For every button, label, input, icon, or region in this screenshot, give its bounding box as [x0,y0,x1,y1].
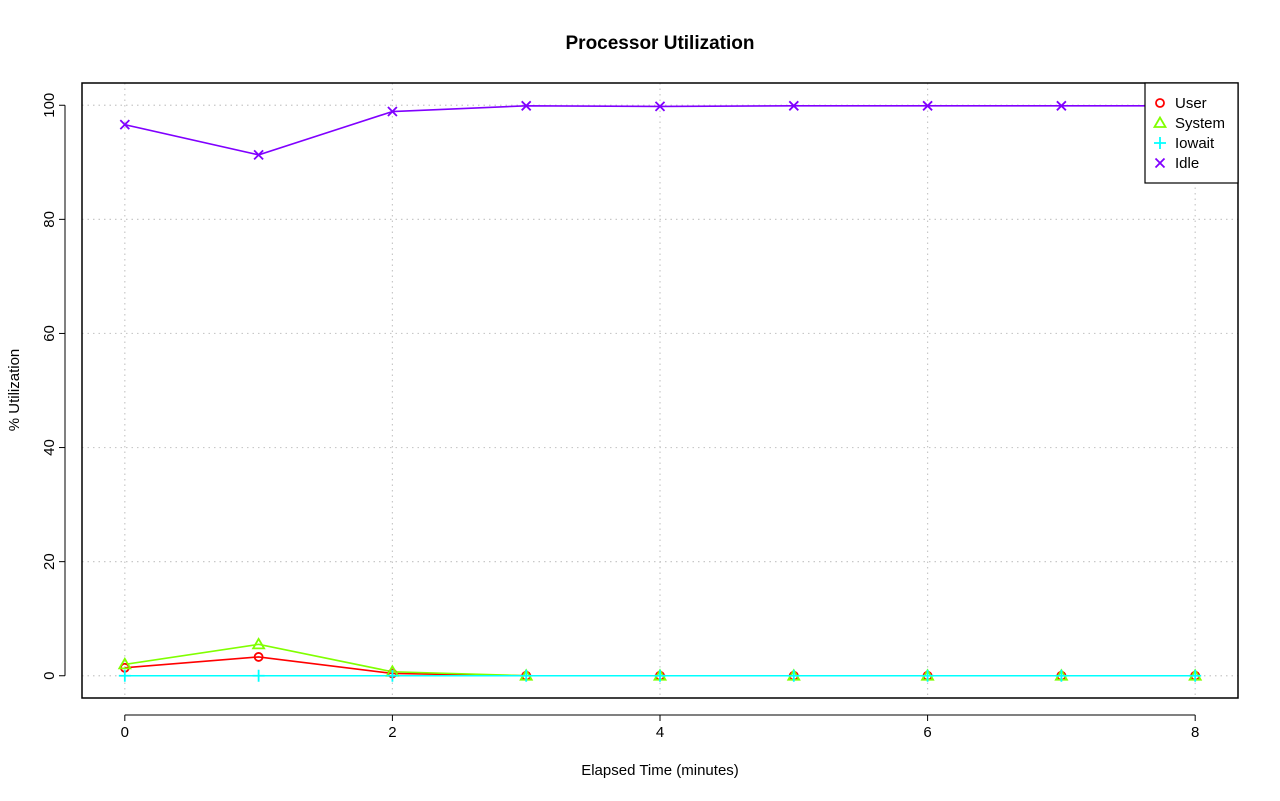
x-axis: 0 2 4 6 8 [121,714,1199,741]
data-point-idle [922,100,933,111]
y-tick-label: 60 [41,325,58,342]
legend-marker-user [1155,98,1165,108]
series-markers [117,100,1203,682]
data-point-idle [253,149,264,161]
x-tick-label: 0 [121,724,129,741]
legend-marker-idle [1154,157,1166,169]
x-tick-label: 4 [656,724,664,741]
data-point-iowait [654,669,666,682]
y-tick-label: 80 [41,211,58,228]
data-point-idle [387,106,398,117]
legend-label-system: System [1175,115,1225,132]
legend-marker-system [1152,115,1168,128]
grid-lines [82,83,1238,698]
chart-title: Processor Utilization [566,33,755,54]
x-tick-label: 8 [1191,724,1199,741]
y-tick-label: 100 [41,93,58,118]
data-point-iowait [1055,669,1068,682]
data-point-iowait [386,669,399,682]
data-point-idle [521,100,532,111]
data-point-iowait [252,669,265,682]
x-tick-label: 6 [923,724,931,741]
data-point-iowait [921,669,934,682]
data-point-system [251,637,266,650]
data-point-idle [788,100,799,111]
data-point-idle [654,101,666,112]
data-point-iowait [118,669,131,682]
data-point-system [117,657,132,670]
legend-marker-iowait [1154,137,1166,149]
y-axis-label: % Utilization [6,349,23,432]
y-axis: 0 20 40 60 80 100 [41,93,66,680]
legend: User System Iowait Idle [1144,82,1239,184]
data-point-iowait [787,669,800,682]
legend-label-idle: Idle [1175,155,1199,172]
series-line-idle [124,105,1196,156]
legend-label-iowait: Iowait [1175,135,1215,152]
data-point-user [253,652,264,662]
x-axis-label: Elapsed Time (minutes) [581,762,739,779]
y-tick-label: 20 [41,553,58,570]
data-point-iowait [520,669,533,682]
y-tick-label: 0 [41,672,58,680]
data-point-idle [1056,100,1067,111]
data-point-iowait [1189,669,1202,682]
x-tick-label: 2 [388,724,396,741]
legend-label-user: User [1175,95,1207,112]
y-tick-label: 40 [41,439,58,456]
data-point-idle [119,119,130,130]
plot-frame [81,82,1239,699]
